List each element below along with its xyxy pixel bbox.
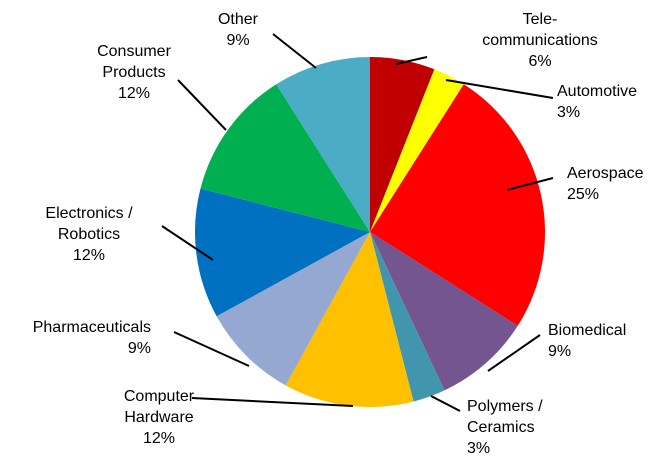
pie-slice [195, 188, 370, 317]
slice-percent: 12% [73, 247, 105, 264]
leader-line [430, 395, 461, 412]
slice-label: Other 9% [218, 11, 259, 49]
slice-percent: 25% [567, 186, 599, 203]
leader-line [506, 177, 554, 191]
slice-label: Pharmaceuticals 9% [33, 319, 151, 357]
pie-slice [200, 84, 370, 233]
leader-line [395, 56, 428, 65]
slice-percent: 9% [548, 343, 571, 360]
leader-line [191, 397, 354, 407]
slice-category: Other [218, 11, 259, 28]
pie-slice [216, 232, 370, 386]
slice-category: Robotics [58, 226, 120, 243]
slice-label: Biomedical 9% [548, 322, 626, 360]
pie-slice [285, 232, 414, 407]
pie-slices [195, 57, 546, 407]
slice-category: Biomedical [548, 322, 626, 339]
slice-category: Pharmaceuticals [33, 319, 151, 336]
slice-category: Products [102, 64, 165, 81]
leader-line [272, 33, 317, 69]
slice-label: Computer Hardware 12% [124, 388, 195, 447]
slice-label: Polymers / Ceramics 3% [467, 398, 543, 457]
slice-category: Ceramics [467, 419, 535, 436]
slice-label: Consumer Products 12% [97, 43, 171, 102]
pie-slice [370, 57, 435, 232]
pie-slice [370, 69, 464, 232]
pie-slice [370, 232, 445, 402]
slice-label: Electronics / Robotics 12% [45, 205, 133, 264]
slice-category: Computer [124, 388, 195, 405]
slice-percent: 9% [128, 340, 151, 357]
slice-percent: 3% [467, 440, 490, 457]
leader-line [487, 334, 541, 372]
slice-category: Aerospace [567, 165, 644, 182]
leader-line [161, 225, 214, 261]
slice-label: Automotive 3% [557, 83, 637, 121]
slice-category: Electronics / [45, 205, 133, 222]
slice-percent: 12% [118, 85, 150, 102]
slice-category: Polymers / [467, 398, 543, 415]
slice-labels: Tele-communications 6% Automotive 3% Aerospa… [33, 11, 644, 457]
leader-line [445, 79, 554, 99]
leader-line [173, 331, 250, 367]
slice-category: Hardware [124, 409, 193, 426]
slice-category: Automotive [557, 83, 637, 100]
slice-category: Consumer [97, 43, 171, 60]
pie-slice [370, 84, 546, 326]
slice-percent: 6% [528, 53, 551, 70]
slice-percent: 9% [226, 32, 249, 49]
slice-percent: 3% [557, 104, 580, 121]
leader-lines [161, 33, 554, 412]
pie-slice [276, 57, 370, 232]
pie-slice [370, 232, 518, 391]
slice-label: Tele-communications 6% [482, 11, 598, 70]
slice-category: Tele- [523, 11, 558, 28]
slice-percent: 12% [143, 430, 175, 447]
leader-line [177, 79, 227, 131]
slice-category: communications [482, 32, 598, 49]
slice-label: Aerospace 25% [567, 165, 644, 203]
